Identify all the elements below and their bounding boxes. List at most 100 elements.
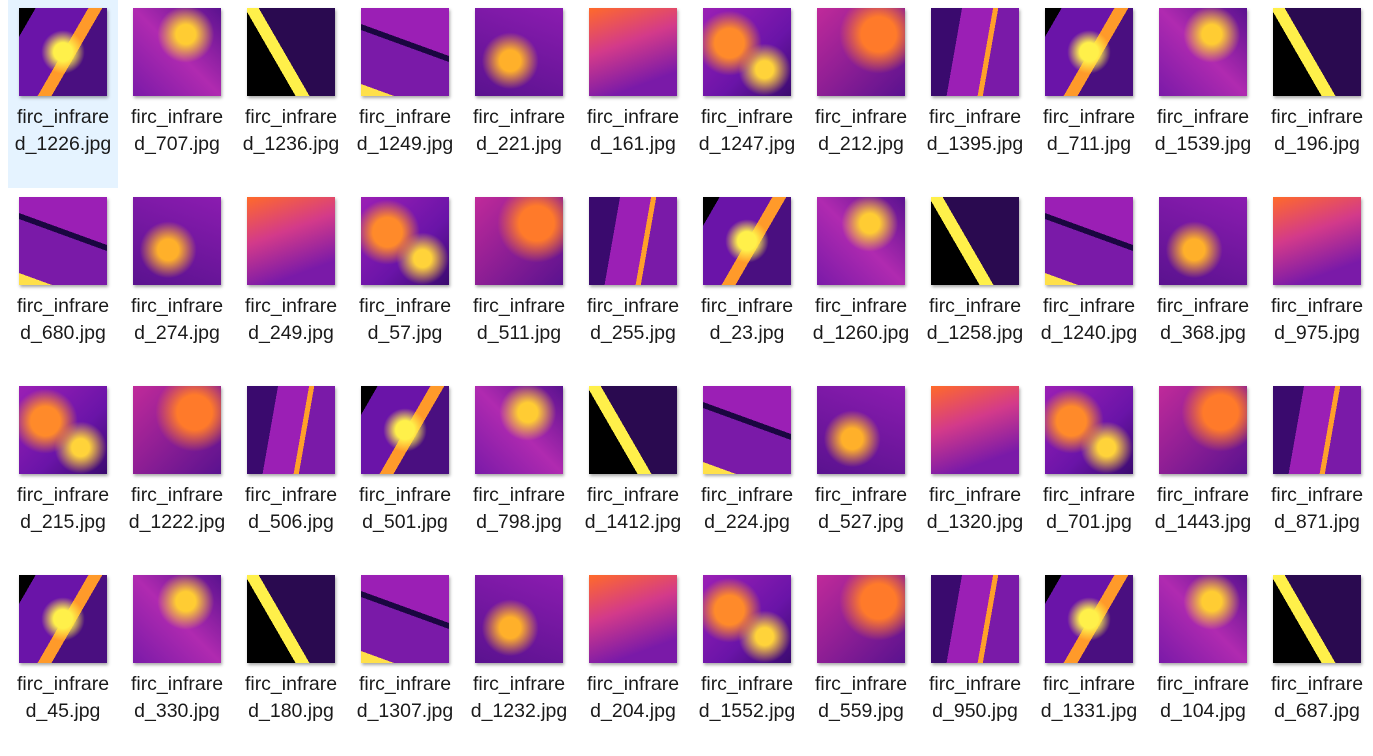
file-item[interactable]: firc_infrared_687.jpg <box>1262 567 1372 755</box>
file-name: firc_infrared_506.jpg <box>244 484 338 533</box>
thumbnail <box>1273 8 1361 96</box>
file-item[interactable]: firc_infrared_45.jpg <box>8 567 118 755</box>
file-name: firc_infrared_23.jpg <box>700 295 794 344</box>
file-item[interactable]: firc_infrared_1249.jpg <box>350 0 460 188</box>
file-item[interactable]: firc_infrared_224.jpg <box>692 378 802 566</box>
thumbnail <box>589 386 677 474</box>
file-name: firc_infrared_180.jpg <box>244 673 338 722</box>
file-item[interactable]: firc_infrared_1320.jpg <box>920 378 1030 566</box>
file-name: firc_infrared_57.jpg <box>358 295 452 344</box>
thumbnail <box>475 575 563 663</box>
file-name: firc_infrared_1247.jpg <box>698 106 796 155</box>
thumbnail <box>247 197 335 285</box>
file-item[interactable]: firc_infrared_330.jpg <box>122 567 232 755</box>
thumbnail <box>19 575 107 663</box>
thumbnail <box>703 386 791 474</box>
file-item[interactable]: firc_infrared_204.jpg <box>578 567 688 755</box>
file-item[interactable]: firc_infrared_1232.jpg <box>464 567 574 755</box>
thumbnail <box>361 575 449 663</box>
thumbnail <box>19 386 107 474</box>
file-item[interactable]: firc_infrared_255.jpg <box>578 189 688 377</box>
file-item[interactable]: firc_infrared_1443.jpg <box>1148 378 1258 566</box>
file-name: firc_infrared_1307.jpg <box>356 673 454 722</box>
file-name: firc_infrared_215.jpg <box>16 484 110 533</box>
thumbnail <box>1273 197 1361 285</box>
thumbnail <box>1273 575 1361 663</box>
file-name: firc_infrared_1260.jpg <box>812 295 910 344</box>
thumbnail <box>133 575 221 663</box>
file-item[interactable]: firc_infrared_1240.jpg <box>1034 189 1144 377</box>
thumbnail <box>1273 386 1361 474</box>
thumbnail <box>247 8 335 96</box>
thumbnail <box>817 197 905 285</box>
file-name: firc_infrared_1320.jpg <box>926 484 1024 533</box>
file-item[interactable]: firc_infrared_249.jpg <box>236 189 346 377</box>
file-item[interactable]: firc_infrared_1539.jpg <box>1148 0 1258 188</box>
file-name: firc_infrared_249.jpg <box>244 295 338 344</box>
thumbnail <box>589 8 677 96</box>
file-item[interactable]: firc_infrared_212.jpg <box>806 0 916 188</box>
file-item[interactable]: firc_infrared_104.jpg <box>1148 567 1258 755</box>
file-item[interactable]: firc_infrared_196.jpg <box>1262 0 1372 188</box>
file-item[interactable]: firc_infrared_701.jpg <box>1034 378 1144 566</box>
file-item[interactable]: firc_infrared_501.jpg <box>350 378 460 566</box>
file-item[interactable]: firc_infrared_975.jpg <box>1262 189 1372 377</box>
file-item[interactable]: firc_infrared_950.jpg <box>920 567 1030 755</box>
file-name: firc_infrared_1412.jpg <box>584 484 682 533</box>
thumbnail <box>1045 8 1133 96</box>
file-name: firc_infrared_255.jpg <box>586 295 680 344</box>
file-item[interactable]: firc_infrared_1236.jpg <box>236 0 346 188</box>
file-name: firc_infrared_212.jpg <box>814 106 908 155</box>
file-name: firc_infrared_559.jpg <box>814 673 908 722</box>
file-name: firc_infrared_224.jpg <box>700 484 794 533</box>
file-item[interactable]: firc_infrared_1395.jpg <box>920 0 1030 188</box>
file-item[interactable]: firc_infrared_707.jpg <box>122 0 232 188</box>
file-item[interactable]: firc_infrared_1307.jpg <box>350 567 460 755</box>
file-item[interactable]: firc_infrared_871.jpg <box>1262 378 1372 566</box>
file-name: firc_infrared_1552.jpg <box>698 673 796 722</box>
file-name: firc_infrared_1232.jpg <box>470 673 568 722</box>
file-item[interactable]: firc_infrared_711.jpg <box>1034 0 1144 188</box>
file-item[interactable]: firc_infrared_1331.jpg <box>1034 567 1144 755</box>
file-name: firc_infrared_1249.jpg <box>356 106 454 155</box>
file-item[interactable]: firc_infrared_798.jpg <box>464 378 574 566</box>
file-item[interactable]: firc_infrared_1552.jpg <box>692 567 802 755</box>
file-item[interactable]: firc_infrared_180.jpg <box>236 567 346 755</box>
file-name: firc_infrared_1258.jpg <box>926 295 1024 344</box>
file-item[interactable]: firc_infrared_511.jpg <box>464 189 574 377</box>
file-item[interactable]: firc_infrared_1412.jpg <box>578 378 688 566</box>
thumbnail <box>589 197 677 285</box>
file-name: firc_infrared_274.jpg <box>130 295 224 344</box>
file-name: firc_infrared_707.jpg <box>130 106 224 155</box>
thumbnail <box>1159 386 1247 474</box>
file-item[interactable]: firc_infrared_506.jpg <box>236 378 346 566</box>
file-name: firc_infrared_950.jpg <box>928 673 1022 722</box>
file-item[interactable]: firc_infrared_23.jpg <box>692 189 802 377</box>
file-item[interactable]: firc_infrared_368.jpg <box>1148 189 1258 377</box>
file-item[interactable]: firc_infrared_1247.jpg <box>692 0 802 188</box>
thumbnail <box>1045 197 1133 285</box>
file-item[interactable]: firc_infrared_559.jpg <box>806 567 916 755</box>
file-item[interactable]: firc_infrared_161.jpg <box>578 0 688 188</box>
thumbnail <box>19 197 107 285</box>
file-name: firc_infrared_701.jpg <box>1042 484 1136 533</box>
file-item[interactable]: firc_infrared_1260.jpg <box>806 189 916 377</box>
file-item[interactable]: firc_infrared_1222.jpg <box>122 378 232 566</box>
file-name: firc_infrared_975.jpg <box>1270 295 1364 344</box>
file-item[interactable]: firc_infrared_57.jpg <box>350 189 460 377</box>
thumbnail <box>19 8 107 96</box>
file-item[interactable]: firc_infrared_221.jpg <box>464 0 574 188</box>
file-item[interactable]: firc_infrared_1258.jpg <box>920 189 1030 377</box>
file-item[interactable]: firc_infrared_680.jpg <box>8 189 118 377</box>
thumbnail <box>1159 575 1247 663</box>
file-name: firc_infrared_527.jpg <box>814 484 908 533</box>
thumbnail <box>247 575 335 663</box>
file-item[interactable]: firc_infrared_527.jpg <box>806 378 916 566</box>
thumbnail <box>931 386 1019 474</box>
file-name: firc_infrared_204.jpg <box>586 673 680 722</box>
thumbnail <box>931 575 1019 663</box>
file-item[interactable]: firc_infrared_1226.jpg <box>8 0 118 188</box>
file-name: firc_infrared_1539.jpg <box>1154 106 1252 155</box>
file-item[interactable]: firc_infrared_274.jpg <box>122 189 232 377</box>
file-item[interactable]: firc_infrared_215.jpg <box>8 378 118 566</box>
